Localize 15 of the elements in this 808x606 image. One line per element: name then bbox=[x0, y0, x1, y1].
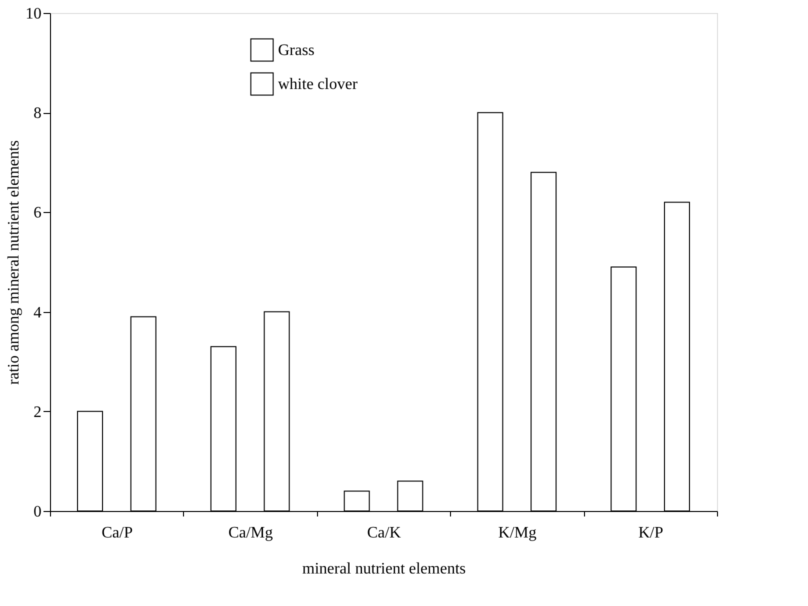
legend-label: white clover bbox=[278, 76, 358, 93]
x-tick-label: K/P bbox=[638, 524, 664, 542]
x-tick-label: Ca/Mg bbox=[228, 524, 273, 542]
y-tick-label: 6 bbox=[34, 204, 42, 222]
y-tick-label: 8 bbox=[34, 105, 42, 122]
y-tick-label: 10 bbox=[26, 6, 42, 22]
y-tick-label: 2 bbox=[34, 404, 42, 421]
y-tick-label: 0 bbox=[34, 504, 42, 520]
y-axis-title: ratio among mineral nutrient elements bbox=[6, 140, 22, 385]
x-axis-title: mineral nutrient elements bbox=[302, 560, 466, 578]
legend-label: Grass bbox=[278, 42, 314, 59]
y-tick-label: 4 bbox=[34, 304, 42, 322]
x-tick-label: Ca/P bbox=[102, 524, 133, 542]
x-tick-label: K/Mg bbox=[498, 524, 537, 542]
x-tick-label: Ca/K bbox=[367, 524, 402, 542]
